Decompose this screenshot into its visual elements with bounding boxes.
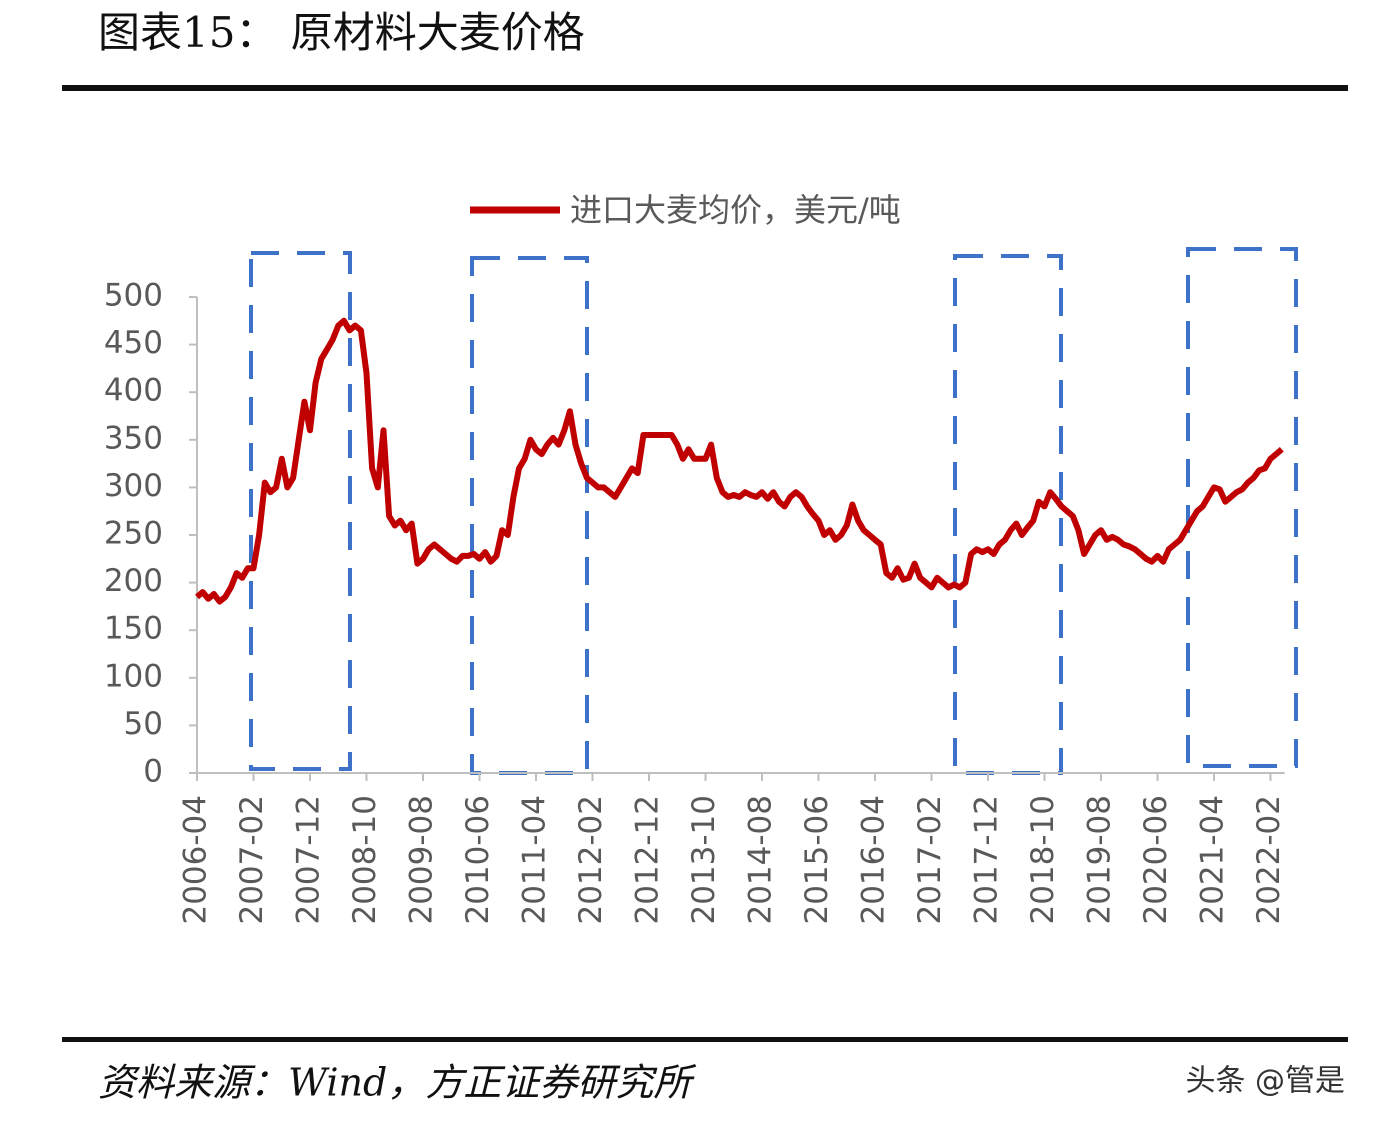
x-tick-label: 2012-12 — [630, 795, 666, 925]
highlight-box — [470, 256, 589, 775]
y-tick-label: 300 — [104, 468, 163, 504]
y-tick-label: 350 — [104, 420, 163, 456]
y-tick-label: 150 — [104, 611, 163, 647]
y-tick-label: 0 — [143, 754, 163, 790]
watermark: 头条 @管是 — [1185, 1064, 1345, 1099]
x-tick-label: 2010-06 — [460, 795, 496, 925]
x-tick-label: 2013-10 — [686, 795, 722, 925]
legend-label: 进口大麦均价，美元/吨 — [570, 191, 901, 229]
bottom-rule — [62, 1037, 1348, 1042]
y-tick-label: 100 — [104, 658, 163, 694]
x-tick-label: 2021-04 — [1195, 795, 1231, 925]
x-tick-label: 2007-02 — [234, 795, 270, 925]
y-tick-label: 450 — [104, 325, 163, 361]
x-tick-label: 2007-12 — [291, 795, 327, 925]
highlight-box — [249, 251, 352, 771]
x-tick-label: 2009-08 — [404, 795, 440, 925]
y-tick-label: 400 — [104, 373, 163, 409]
x-tick-label: 2022-02 — [1251, 795, 1287, 925]
y-tick-label: 200 — [104, 563, 163, 599]
x-tick-label: 2017-12 — [969, 795, 1005, 925]
y-tick-label: 50 — [124, 706, 163, 742]
x-tick-label: 2011-04 — [517, 795, 553, 925]
plot-area: 0 50 100 150 200 250 300 350 400 450 500 2006-04 200… — [104, 278, 1287, 925]
x-tick-label: 2016-04 — [856, 795, 892, 925]
top-rule — [62, 85, 1348, 91]
x-tick-label: 2018-10 — [1025, 795, 1061, 925]
x-tick-label: 2017-02 — [912, 795, 948, 925]
x-tick-label: 2008-10 — [347, 795, 383, 925]
x-tick-label: 2012-02 — [573, 795, 609, 925]
x-tick-label: 2015-06 — [799, 795, 835, 925]
y-tick-label: 250 — [104, 516, 163, 552]
source-note: 资料来源：Wind，方正证券研究所 — [98, 1061, 696, 1105]
x-tick-label: 2014-08 — [743, 795, 779, 925]
y-tick-label: 500 — [104, 278, 163, 314]
x-tick-label: 2019-08 — [1082, 795, 1118, 925]
data-line — [195, 317, 1284, 605]
x-tick-label: 2006-04 — [178, 795, 214, 925]
chart-title: 图表15： 原材料大麦价格 — [98, 8, 585, 57]
x-tick-label: 2020-06 — [1138, 795, 1174, 925]
highlight-box — [1186, 247, 1298, 768]
highlight-box — [953, 254, 1063, 775]
